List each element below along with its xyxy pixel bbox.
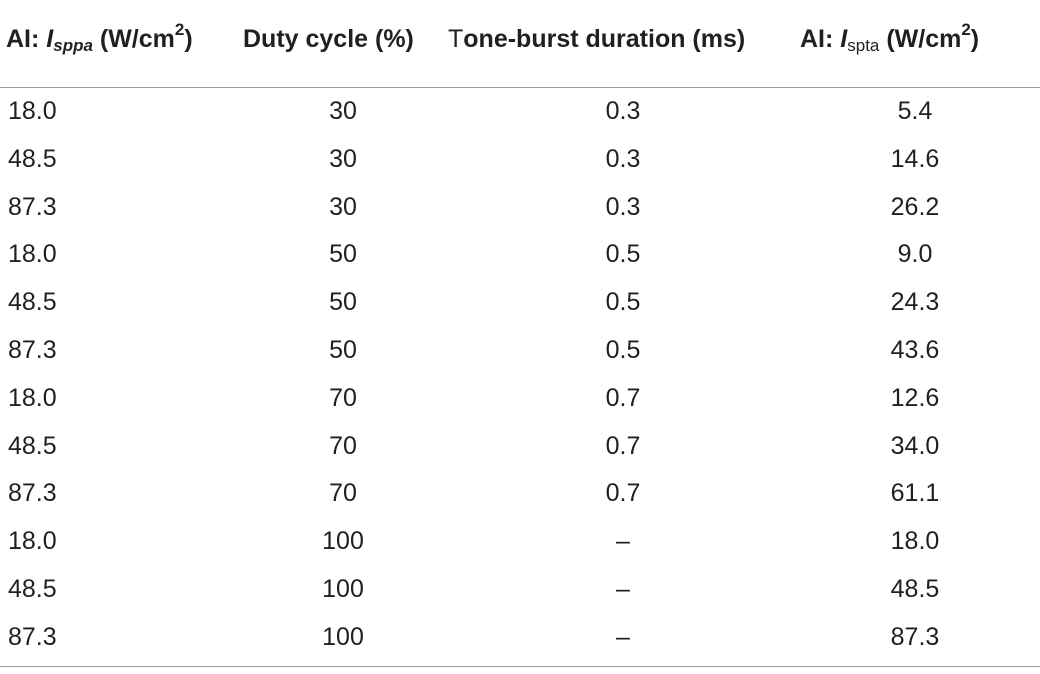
header-ai-ispta-unit-close: ) — [970, 25, 980, 53]
cell-ispta: 14.6 — [890, 144, 940, 173]
cell-tone-burst: 0.7 — [605, 431, 641, 460]
cell-ispta: 26.2 — [890, 192, 940, 221]
cell-isppa: 18.0 — [8, 97, 57, 125]
cell-ispta: 87.3 — [890, 622, 940, 651]
cell-ispta: 61.1 — [890, 479, 940, 508]
cell-tone-burst: 0.5 — [605, 240, 641, 269]
cell-duty-cycle: 30 — [329, 192, 357, 221]
cell-ispta: 12.6 — [890, 383, 940, 412]
cell-duty-cycle: 50 — [329, 240, 357, 269]
table-row: 18.0 70 0.7 12.6 — [0, 375, 1040, 423]
cell-ispta: 43.6 — [890, 335, 940, 364]
header-ai-isppa-unit-exponent: 2 — [174, 20, 185, 39]
cell-tone-burst: 0.3 — [605, 192, 641, 221]
table-row: 48.5 50 0.5 24.3 — [0, 279, 1040, 327]
header-ai-isppa-unit-close: ) — [184, 25, 193, 53]
cell-ispta: 48.5 — [890, 574, 940, 603]
table-row: 18.0 30 0.3 5.4 — [0, 88, 1040, 136]
cell-isppa: 87.3 — [8, 192, 57, 221]
cell-duty-cycle: 50 — [329, 288, 357, 317]
header-ai-ispta-prefix: AI: — [800, 25, 841, 53]
cell-isppa: 48.5 — [8, 288, 57, 317]
cell-ispta: 5.4 — [897, 97, 933, 125]
table-row: 87.3 70 0.7 61.1 — [0, 470, 1040, 518]
cell-ispta: 34.0 — [890, 431, 940, 460]
header-ai-isppa-prefix: AI: — [6, 25, 47, 53]
cell-duty-cycle: 30 — [329, 144, 357, 173]
cell-ispta: 24.3 — [890, 288, 940, 317]
header-ai-ispta-symbol: I — [840, 25, 848, 53]
cell-tone-burst: – — [616, 527, 630, 556]
cell-isppa: 48.5 — [8, 144, 57, 173]
cell-duty-cycle: 70 — [329, 383, 357, 412]
cell-tone-burst: 0.5 — [605, 288, 641, 317]
cell-duty-cycle: 100 — [322, 574, 364, 603]
table-row: 18.0 50 0.5 9.0 — [0, 231, 1040, 279]
cell-tone-burst: – — [616, 574, 630, 603]
header-duty-cycle: Duty cycle (%) — [243, 25, 414, 53]
header-ai-ispta-unit-exponent: 2 — [961, 20, 971, 39]
cell-isppa: 48.5 — [8, 574, 57, 603]
table-row: 48.5 100 – 48.5 — [0, 566, 1040, 614]
table-row: 87.3 100 – 87.3 — [0, 614, 1040, 662]
cell-isppa: 18.0 — [8, 240, 57, 269]
cell-duty-cycle: 30 — [329, 97, 357, 125]
header-ai-isppa: AI: Isppa (W/cm2) — [6, 19, 193, 59]
header-ai-isppa-subscript: sppa — [53, 36, 93, 55]
cell-duty-cycle: 100 — [322, 622, 364, 651]
header-ai-ispta: AI: Ispta (W/cm2) — [800, 19, 979, 59]
table-body: 18.0 30 0.3 5.4 48.5 30 0.3 14.6 87.3 30… — [0, 88, 1040, 662]
header-tone-burst-duration: Tone-burst duration (ms) — [448, 19, 745, 59]
table-header-row: AI: Isppa (W/cm2) Duty cycle (%) Tone-bu… — [0, 0, 1040, 88]
cell-tone-burst: 0.3 — [605, 144, 641, 173]
cell-duty-cycle: 70 — [329, 431, 357, 460]
header-ai-isppa-unit: (W/cm — [92, 25, 175, 53]
table-row: 87.3 30 0.3 26.2 — [0, 184, 1040, 232]
table-row: 48.5 70 0.7 34.0 — [0, 423, 1040, 471]
header-ai-ispta-subscript: spta — [847, 36, 880, 55]
cell-isppa: 18.0 — [8, 527, 57, 556]
table-row: 87.3 50 0.5 43.6 — [0, 327, 1040, 375]
table-bottom-rule — [0, 666, 1040, 667]
header-ai-ispta-unit: (W/cm — [879, 25, 962, 53]
cell-duty-cycle: 50 — [329, 335, 357, 364]
cell-ispta: 9.0 — [897, 240, 933, 269]
cell-duty-cycle: 100 — [322, 527, 364, 556]
header-ai-isppa-symbol: I — [46, 25, 54, 53]
cell-tone-burst: – — [616, 622, 630, 651]
cell-isppa: 87.3 — [8, 479, 57, 508]
cell-isppa: 87.3 — [8, 335, 57, 364]
cell-isppa: 48.5 — [8, 431, 57, 460]
header-tone-burst-rest: one-burst duration (ms) — [463, 25, 746, 53]
cell-isppa: 87.3 — [8, 622, 57, 651]
cell-tone-burst: 0.7 — [605, 383, 641, 412]
table-row: 48.5 30 0.3 14.6 — [0, 136, 1040, 184]
cell-ispta: 18.0 — [890, 527, 940, 556]
cell-isppa: 18.0 — [8, 383, 57, 412]
cell-tone-burst: 0.3 — [605, 97, 641, 125]
header-tone-burst-first-letter: T — [448, 25, 464, 53]
cell-tone-burst: 0.5 — [605, 335, 641, 364]
table-row: 18.0 100 – 18.0 — [0, 518, 1040, 566]
cell-tone-burst: 0.7 — [605, 479, 641, 508]
cell-duty-cycle: 70 — [329, 479, 357, 508]
